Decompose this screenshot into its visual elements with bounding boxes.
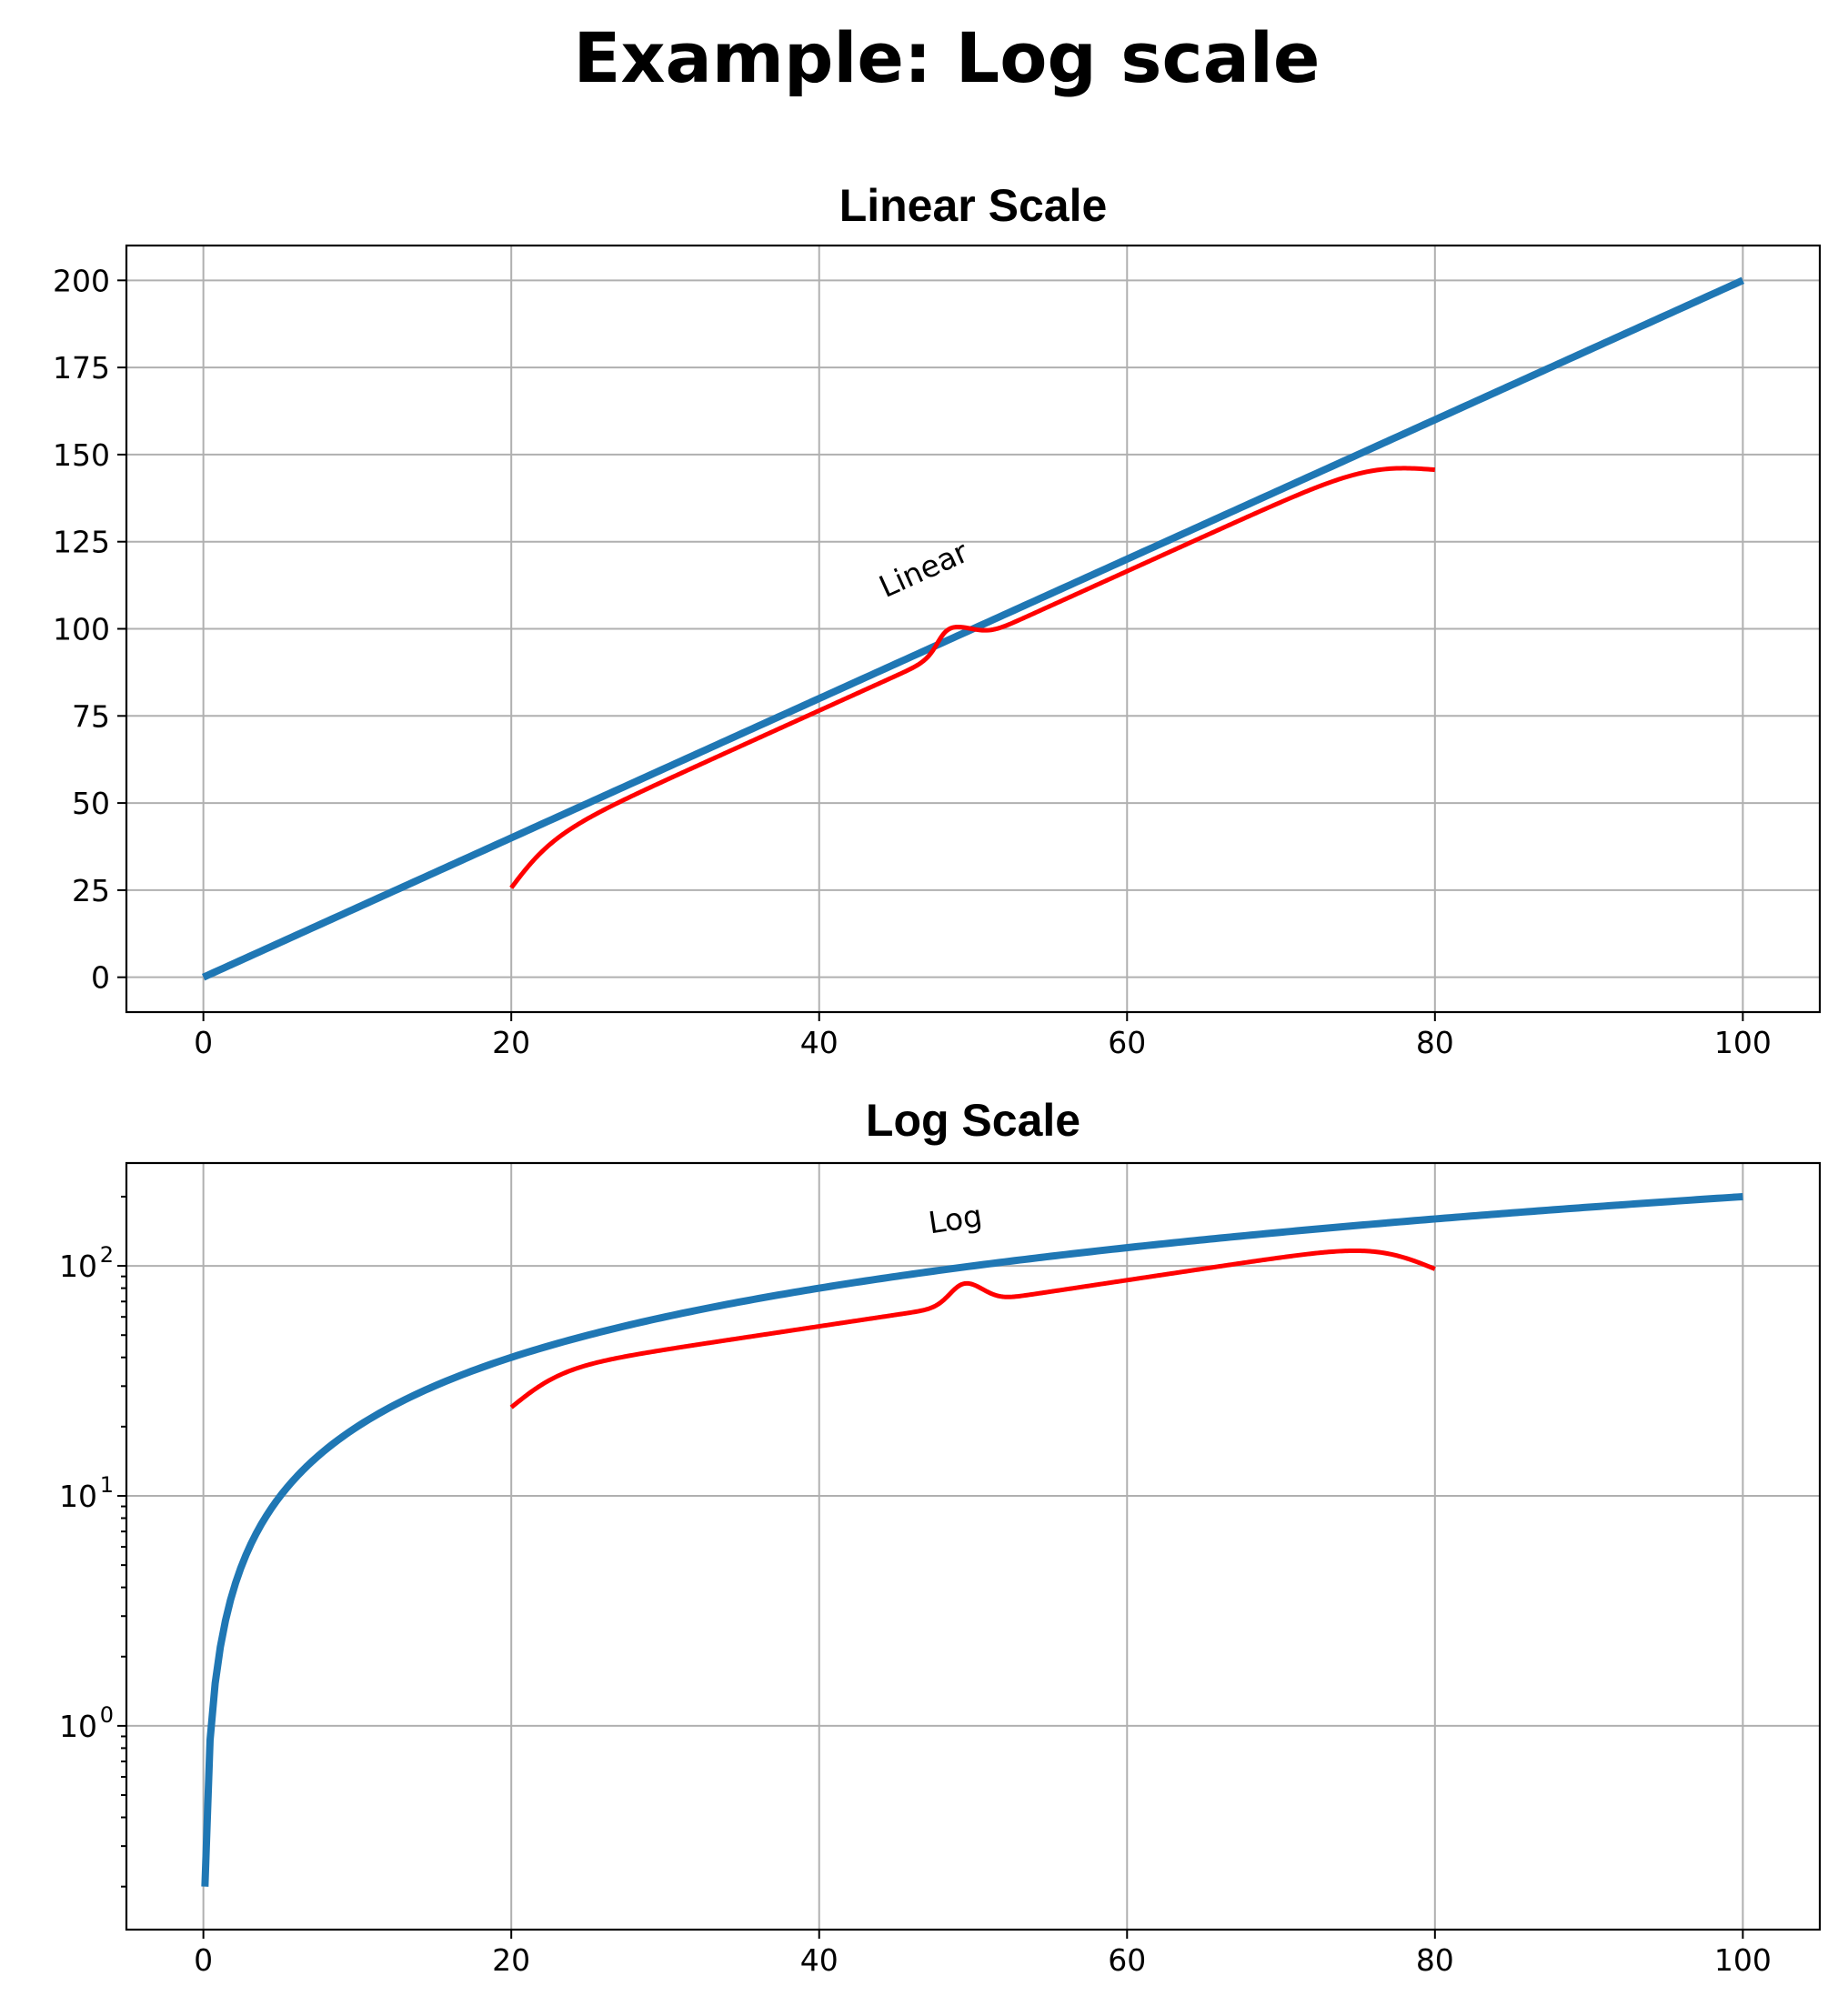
y-tick-label: 75 xyxy=(72,698,110,734)
linear-axes-title: Linear Scale xyxy=(839,180,1108,231)
annotation-label: Linear xyxy=(874,534,974,605)
brace-annotation xyxy=(509,466,1436,889)
log-axes-title: Log Scale xyxy=(866,1095,1080,1146)
y-tick-label: 200 xyxy=(53,263,110,298)
y-tick-label: 10 xyxy=(59,1709,97,1744)
y-tick-label: 10 xyxy=(59,1249,97,1284)
annotation-label: Log xyxy=(926,1198,984,1240)
x-tick-label: 40 xyxy=(800,1942,839,1978)
linear-grid xyxy=(126,246,1820,1012)
x-tick-label: 100 xyxy=(1714,1025,1772,1060)
linear-ticks: 0 20 40 60 80 100 0 25 50 75 100 125 150 175 200 xyxy=(53,263,1772,1060)
y-tick-label: 50 xyxy=(72,786,110,821)
series-line xyxy=(201,1192,1743,1887)
brace-annotation xyxy=(509,1248,1436,1409)
log-annotation: Log xyxy=(509,1198,1436,1409)
figure-title: Example: Log scale xyxy=(574,17,1321,98)
x-tick-label: 0 xyxy=(194,1025,213,1060)
y-tick-label: 0 xyxy=(91,960,110,996)
y-tick-exponent: 2 xyxy=(100,1242,114,1268)
y-tick-label: 100 xyxy=(53,612,110,647)
x-tick-label: 60 xyxy=(1108,1025,1146,1060)
x-tick-label: 20 xyxy=(492,1025,530,1060)
x-tick-label: 60 xyxy=(1108,1942,1146,1978)
log-grid xyxy=(126,1163,1820,1930)
x-tick-label: 40 xyxy=(800,1025,839,1060)
x-tick-label: 0 xyxy=(194,1942,213,1978)
log-series xyxy=(201,1192,1743,1887)
x-tick-label: 20 xyxy=(492,1942,530,1978)
x-tick-label: 100 xyxy=(1714,1942,1772,1978)
y-tick-label: 125 xyxy=(53,525,110,560)
linear-scale-axes: Linear Scale Linear 0 20 40 60 80 100 0 25 50 75 1… xyxy=(53,180,1822,1060)
log-axes-frame xyxy=(125,1161,1822,1931)
y-tick-label: 10 xyxy=(59,1479,97,1514)
linear-annotation: Linear xyxy=(509,466,1436,889)
x-tick-label: 80 xyxy=(1416,1942,1454,1978)
x-tick-label: 80 xyxy=(1416,1025,1454,1060)
y-tick-label: 25 xyxy=(72,873,110,908)
y-tick-label: 150 xyxy=(53,437,110,473)
y-tick-label: 175 xyxy=(53,350,110,386)
y-tick-exponent: 0 xyxy=(100,1702,114,1728)
y-tick-exponent: 1 xyxy=(100,1472,114,1498)
